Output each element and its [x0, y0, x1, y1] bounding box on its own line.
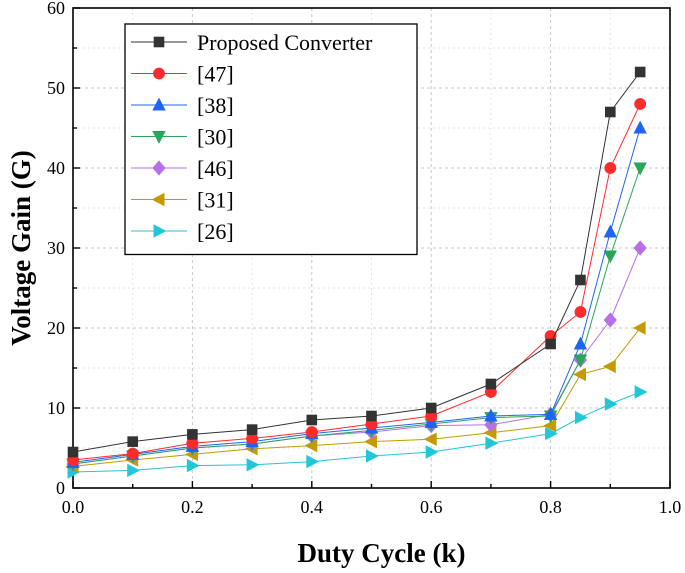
data-point: [603, 224, 617, 238]
axis-ticks: [72, 7, 671, 489]
legend: Proposed Converter [47] [38] [30] [46] [31] [2…: [124, 23, 418, 256]
data-point: [67, 446, 79, 458]
y-tick-label: 0: [56, 478, 65, 498]
data-point: [246, 424, 258, 435]
data-point: [603, 250, 617, 264]
x-tick-label: 1.0: [659, 497, 682, 517]
series-line: [72, 127, 641, 463]
data-point: [543, 407, 558, 420]
y-tick-label: 50: [47, 78, 65, 98]
data-point: [604, 106, 616, 118]
y-tick-label: 40: [47, 158, 65, 178]
series-line: [72, 71, 641, 453]
x-tick-label: 0.0: [62, 497, 85, 517]
data-point: [633, 162, 647, 176]
legend-marker: [153, 224, 167, 238]
legend-item: [31]: [131, 188, 234, 213]
legend-label: Proposed Converter: [197, 30, 373, 55]
legend-item: [30]: [131, 125, 234, 150]
data-point: [305, 426, 318, 438]
x-tick-label: 0.6: [420, 497, 443, 517]
legend-item: [38]: [131, 93, 234, 118]
legend-marker: [153, 36, 165, 48]
data-point: [603, 312, 617, 328]
data-point: [485, 378, 497, 390]
data-point: [485, 436, 499, 450]
y-tick-label: 30: [47, 238, 65, 258]
data-point: [484, 408, 498, 422]
data-point: [423, 432, 437, 446]
legend-marker: [152, 97, 166, 111]
legend-item: [26]: [131, 219, 234, 244]
data-point: [573, 354, 588, 368]
x-axis-title: Duty Cycle (k): [298, 538, 466, 568]
legend-label: [46]: [197, 156, 234, 181]
legend-item: Proposed Converter: [131, 30, 373, 55]
data-point: [545, 426, 558, 441]
legend-item: [46]: [131, 156, 234, 181]
x-tick-label: 0.8: [539, 497, 562, 517]
legend-box: [124, 23, 418, 256]
series-line: [72, 391, 641, 473]
series-line: [72, 167, 641, 465]
data-point: [604, 397, 618, 411]
data-point: [366, 410, 377, 422]
data-point: [127, 463, 141, 478]
data-point: [574, 306, 587, 318]
data-point: [306, 454, 320, 469]
y-axis-title: Voltage Gain (G): [6, 150, 36, 346]
data-point: [187, 429, 198, 440]
data-point: [126, 447, 139, 460]
data-point: [543, 418, 557, 433]
series-0: [67, 66, 646, 458]
data-point: [634, 385, 648, 399]
data-point: [186, 458, 200, 473]
data-point: [632, 321, 646, 335]
data-point: [634, 98, 647, 110]
data-point: [634, 66, 646, 78]
data-point: [602, 359, 616, 374]
data-point: [365, 449, 379, 463]
y-tick-label: 20: [47, 318, 65, 338]
data-point: [633, 120, 647, 134]
y-tick-label: 60: [47, 0, 65, 18]
series-line: [72, 103, 641, 461]
x-tick-label: 0.4: [301, 497, 324, 517]
data-point: [575, 274, 586, 286]
legend-marker: [151, 192, 165, 207]
data-point: [604, 162, 617, 174]
legend-label: [38]: [197, 93, 234, 118]
data-point: [633, 240, 647, 256]
y-tick-label: 10: [47, 398, 65, 418]
series-4: [66, 240, 647, 472]
data-point: [425, 402, 437, 414]
data-point: [574, 410, 588, 425]
legend-marker: [153, 67, 165, 80]
x-tick-label: 0.2: [181, 497, 204, 517]
axis-tick-labels: 0.0 0.2 0.4 0.6 0.8 1.0 0 10 20 30 40 50 60: [47, 0, 681, 517]
series-1: [67, 98, 647, 466]
data-point: [246, 458, 260, 472]
legend-label: [30]: [197, 125, 234, 150]
series-layer: [65, 66, 648, 479]
legend-label: [47]: [197, 62, 234, 87]
series-6: [67, 385, 648, 479]
legend-label: [31]: [197, 188, 234, 213]
data-point: [306, 414, 318, 426]
legend-item: [47]: [131, 62, 234, 87]
legend-marker: [152, 131, 166, 144]
data-point: [573, 336, 588, 350]
legend-marker: [152, 160, 166, 176]
data-point: [425, 445, 439, 459]
data-point: [573, 367, 586, 382]
data-point: [545, 338, 556, 350]
data-point: [127, 436, 138, 447]
legend-label: [26]: [197, 219, 234, 244]
